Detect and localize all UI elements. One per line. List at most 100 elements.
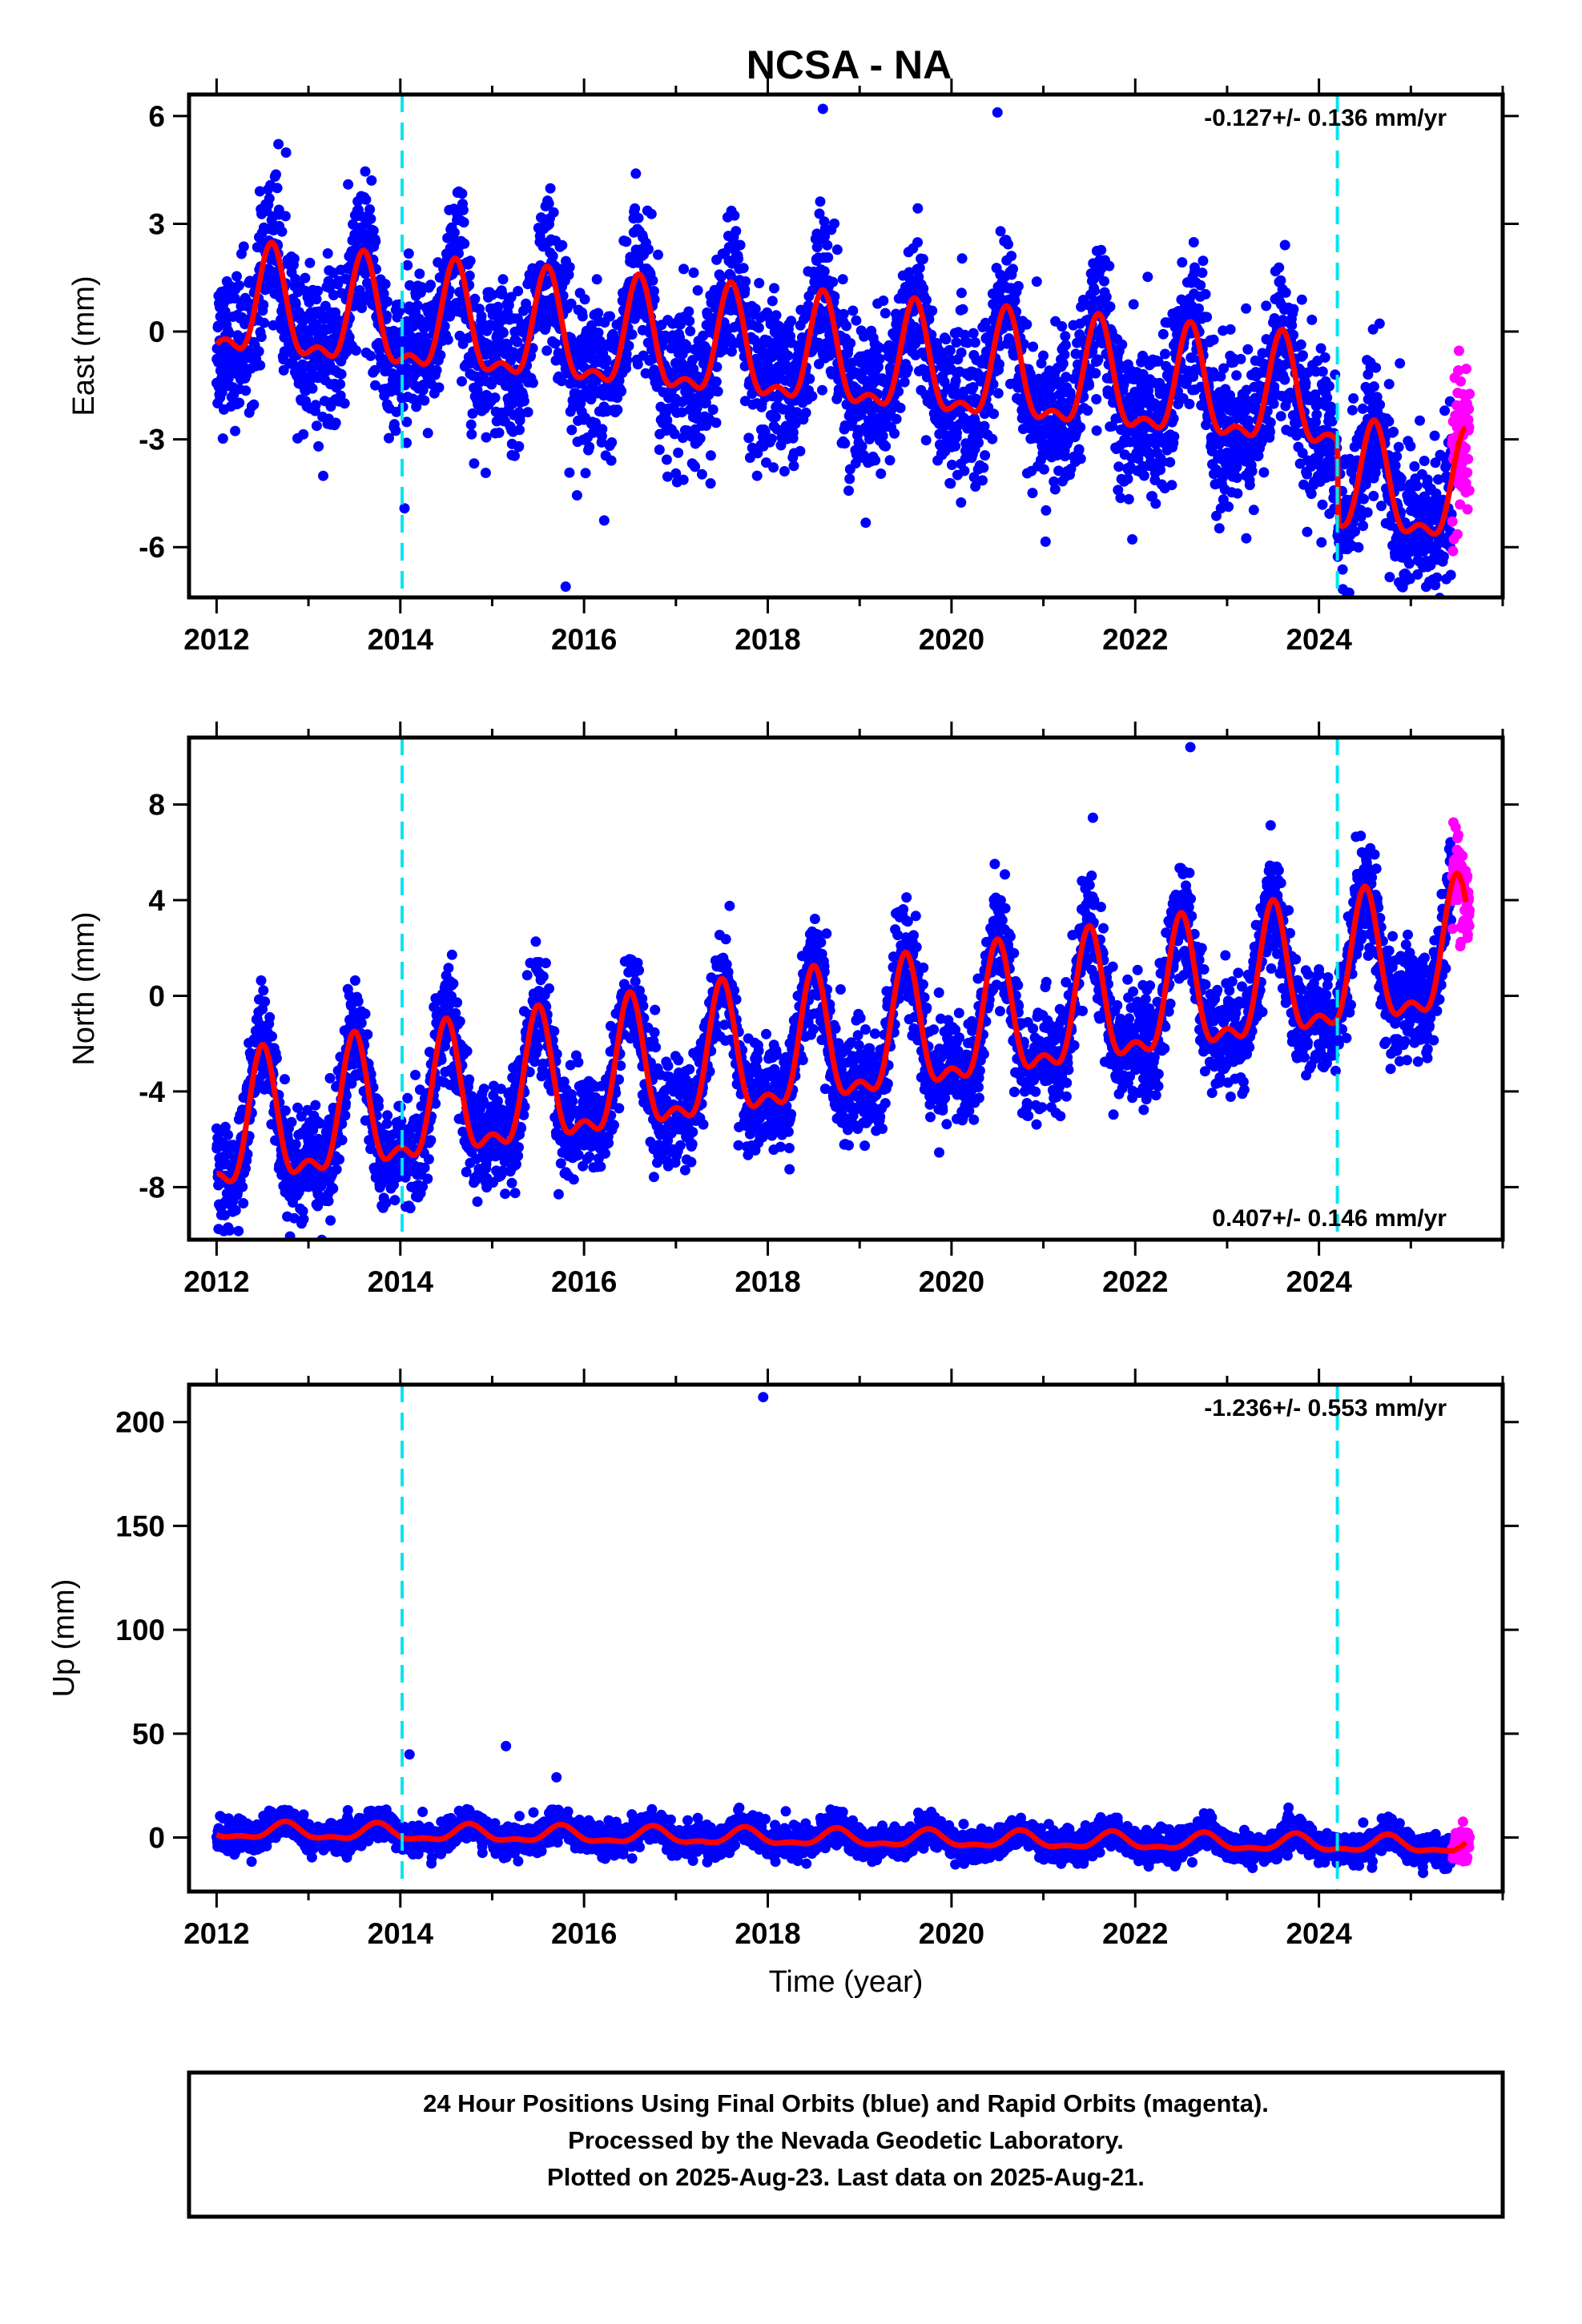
east-final-point [411,401,422,412]
north-final-point [258,985,269,996]
east-final-point [458,217,469,228]
east-final-point [1274,262,1285,273]
east-final-point [1419,456,1430,466]
east-final-point [1040,536,1051,547]
east-final-point [216,387,227,398]
north-final-point [233,1225,244,1236]
east-final-point [1311,409,1322,420]
east-final-point [1057,321,1068,332]
east-final-point [1383,416,1395,427]
east-final-point [1258,467,1270,478]
east-final-point [1300,378,1311,388]
east-final-point [571,490,582,501]
east-final-point [1316,537,1327,548]
east-final-point [814,208,825,219]
east-final-point [390,425,401,436]
east-final-point [1298,350,1308,361]
east-final-point [1395,473,1407,485]
east-final-point [548,207,559,218]
east-final-point [1393,441,1404,452]
north-final-point [260,996,271,1007]
east-final-point [1165,456,1176,468]
east-final-point [1279,239,1290,251]
east-final-point [1324,380,1334,392]
east-final-point [242,296,253,308]
east-final-point [959,465,970,476]
north-final-point [264,1011,276,1023]
east-final-point [815,196,826,207]
east-final-point [1008,263,1018,275]
east-final-point [1388,426,1399,437]
east-final-point [465,419,477,430]
east-final-point [300,272,311,283]
east-final-point [612,404,623,416]
east-final-point [512,336,523,348]
east-final-point [1431,572,1443,583]
east-final-point [1439,405,1451,416]
east-final-point [1150,498,1161,509]
east-final-point [973,437,984,448]
east-x-tick-label: 2016 [551,623,617,656]
east-final-point [382,296,393,308]
east-final-point [422,428,433,439]
north-final-point [336,1135,348,1146]
east-final-point [819,231,831,242]
east-final-point [464,270,475,281]
east-final-point [1028,341,1039,352]
east-final-point [837,274,848,285]
east-final-point [402,259,413,271]
east-final-point [917,254,928,264]
east-final-point [1391,451,1403,462]
east-final-point [710,376,722,388]
east-final-point [733,253,744,264]
east-final-point [1302,526,1313,537]
east-final-point [1232,488,1243,499]
east-final-point [304,257,316,268]
east-final-point [480,468,491,478]
east-final-point [1169,431,1180,442]
east-final-point [1248,505,1259,516]
east-final-point [727,346,737,357]
east-final-point [1415,415,1425,426]
east-final-point [920,435,932,446]
east-final-point [1096,244,1107,255]
east-final-point [401,437,412,448]
east-x-tick-label: 2012 [183,623,249,656]
east-final-point [819,266,830,277]
east-final-point [564,467,575,478]
east-final-point [822,239,833,251]
east-final-point [545,183,556,194]
north-final-point [280,1074,290,1085]
east-final-point [311,420,322,432]
east-final-point [459,238,470,249]
east-rapid-point [1447,516,1458,527]
east-final-point [670,468,682,479]
east-final-point [956,253,968,264]
east-final-point [579,294,590,305]
east-final-point [412,300,423,311]
east-rapid-point [1447,545,1459,557]
east-final-point [829,218,840,229]
east-final-point [1003,239,1013,250]
east-final-point [860,517,872,529]
east-final-point [800,407,811,418]
north-final-point [267,1031,277,1042]
east-final-point [956,287,967,299]
east-final-point [365,350,376,361]
east-final-point [497,274,509,285]
east-final-point [431,364,442,376]
east-final-point [1223,501,1234,513]
east-final-point [369,364,380,376]
north-final-point [237,1181,248,1192]
east-final-point [1142,271,1153,283]
east-final-point [566,424,578,436]
east-final-point [465,255,476,267]
east-y-tick-label: -3 [139,424,165,456]
east-final-point [481,432,492,443]
east-final-point [1268,398,1279,409]
east-final-point [1117,339,1128,350]
east-final-point [669,428,680,440]
east-final-point [968,472,980,483]
east-final-point [621,363,632,374]
east-final-point [558,290,569,301]
